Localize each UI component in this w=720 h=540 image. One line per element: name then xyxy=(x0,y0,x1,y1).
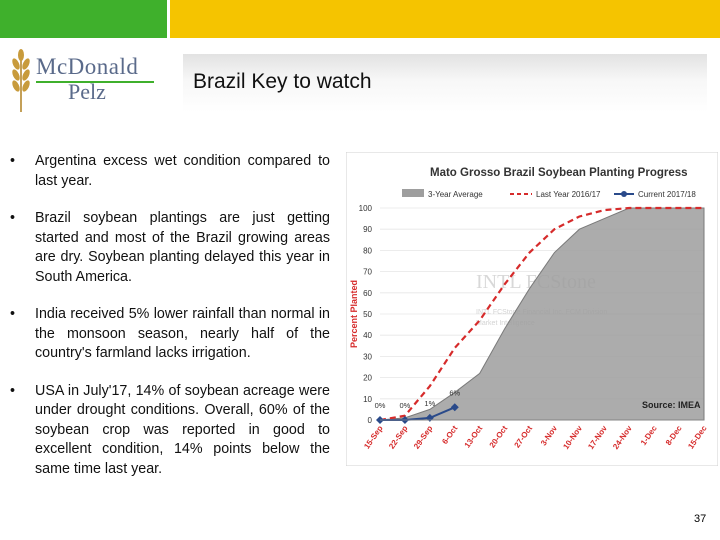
series-area-average xyxy=(379,207,705,421)
y-tick-label: 0 xyxy=(368,416,373,425)
company-logo: McDonald Pelz xyxy=(6,46,166,116)
logo-line-1: McDonald xyxy=(36,54,139,79)
data-label-current: 1% xyxy=(424,399,435,408)
title-band: Brazil Key to watch xyxy=(183,54,707,112)
bullet-marker: • xyxy=(10,153,16,169)
y-tick-label: 60 xyxy=(363,289,372,298)
chart-title: Mato Grosso Brazil Soybean Planting Prog… xyxy=(430,167,688,179)
y-tick-label: 90 xyxy=(363,225,372,234)
legend-marker-current xyxy=(621,191,627,197)
y-tick-label: 10 xyxy=(363,395,372,404)
y-tick-label: 70 xyxy=(363,268,372,277)
legend-label-average: 3-Year Average xyxy=(428,190,483,199)
chart-source: Source: IMEA xyxy=(642,400,701,410)
bullet-text: India received 5% lower rainfall than no… xyxy=(35,306,330,361)
watermark-line-3: Market Intelligence xyxy=(476,320,535,327)
y-axis-label: Percent Planted xyxy=(349,280,359,348)
data-label-current: 0% xyxy=(400,401,411,410)
data-label-current: 0% xyxy=(375,401,386,410)
bullet-list: • Argentina excess wet condition compared… xyxy=(10,152,330,497)
top-bar-yellow xyxy=(170,0,720,38)
y-tick-label: 100 xyxy=(359,204,373,213)
top-bar-green xyxy=(0,0,167,38)
bullet-item: • USA in July'17, 14% of soybean acreage … xyxy=(10,382,330,480)
page-number: 37 xyxy=(694,513,707,525)
bullet-text: Brazil soybean plantings are just gettin… xyxy=(35,210,330,285)
y-tick-label: 80 xyxy=(363,246,372,255)
bullet-marker: • xyxy=(10,210,16,226)
slide-title: Brazil Key to watch xyxy=(193,70,372,93)
y-tick-label: 50 xyxy=(363,310,372,319)
bullet-item: • Argentina excess wet condition compared… xyxy=(10,152,330,191)
y-tick-label: 40 xyxy=(363,331,372,340)
bullet-text: USA in July'17, 14% of soybean acreage w… xyxy=(35,382,330,477)
planting-progress-chart: Mato Grosso Brazil Soybean Planting Prog… xyxy=(345,151,719,467)
bullet-item: • India received 5% lower rainfall than n… xyxy=(10,305,330,364)
bullet-text: Argentina excess wet condition compared … xyxy=(35,153,330,189)
y-tick-label: 30 xyxy=(363,352,372,361)
legend-swatch-average xyxy=(402,189,424,197)
logo-line-2: Pelz xyxy=(68,79,106,104)
wheat-icon xyxy=(12,49,30,112)
data-point-current xyxy=(450,403,459,412)
legend-label-last-year: Last Year 2016/17 xyxy=(536,190,601,199)
logo-rule xyxy=(36,81,154,83)
bullet-marker: • xyxy=(10,306,16,322)
legend-label-current: Current 2017/18 xyxy=(638,190,696,199)
y-tick-label: 20 xyxy=(363,374,372,383)
bullet-marker: • xyxy=(10,382,16,399)
data-label-current: 6% xyxy=(449,388,460,397)
chart-svg: Mato Grosso Brazil Soybean Planting Prog… xyxy=(345,151,719,467)
bullet-item: • Brazil soybean plantings are just getti… xyxy=(10,209,330,287)
series-line-last-year xyxy=(379,206,704,422)
